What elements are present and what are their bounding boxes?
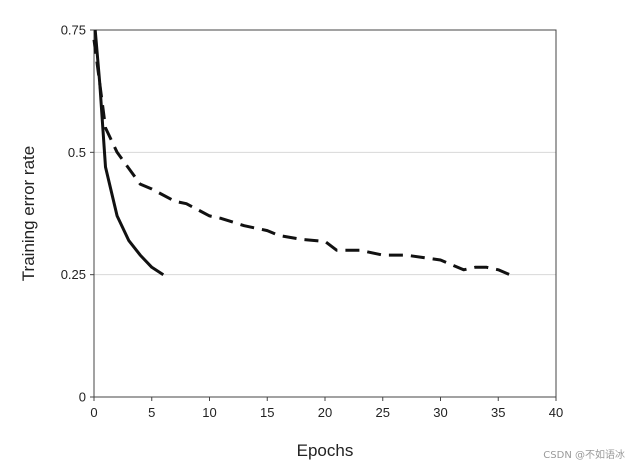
y-tick-label: 0.25 bbox=[61, 267, 86, 282]
y-tick-label: 0.75 bbox=[61, 23, 86, 38]
x-tick-label: 25 bbox=[376, 405, 390, 420]
series-layer bbox=[92, 29, 511, 277]
y-tick-label: 0 bbox=[79, 390, 86, 405]
y-axis-ticks: 0 0.25 0.5 0.75 bbox=[61, 23, 94, 405]
watermark: CSDN @不如语冰 bbox=[543, 450, 625, 461]
grid-lines bbox=[94, 151, 556, 276]
x-tick-label: 5 bbox=[148, 405, 155, 420]
x-tick-label: 15 bbox=[260, 405, 274, 420]
x-tick-label: 30 bbox=[433, 405, 447, 420]
x-tick-label: 10 bbox=[202, 405, 216, 420]
x-tick-label: 0 bbox=[90, 405, 97, 420]
x-tick-label: 40 bbox=[549, 405, 563, 420]
plot-area-frame bbox=[93, 29, 557, 398]
y-tick-label: 0.5 bbox=[68, 145, 86, 160]
series-line-solid bbox=[93, 29, 165, 276]
y-axis-title: Training error rate bbox=[19, 146, 38, 281]
x-tick-label: 20 bbox=[318, 405, 332, 420]
x-axis-ticks: 0 5 10 15 20 25 30 35 40 bbox=[90, 397, 563, 420]
series-line-dashed bbox=[92, 39, 511, 277]
x-tick-label: 35 bbox=[491, 405, 505, 420]
x-axis-title: Epochs bbox=[297, 441, 354, 460]
